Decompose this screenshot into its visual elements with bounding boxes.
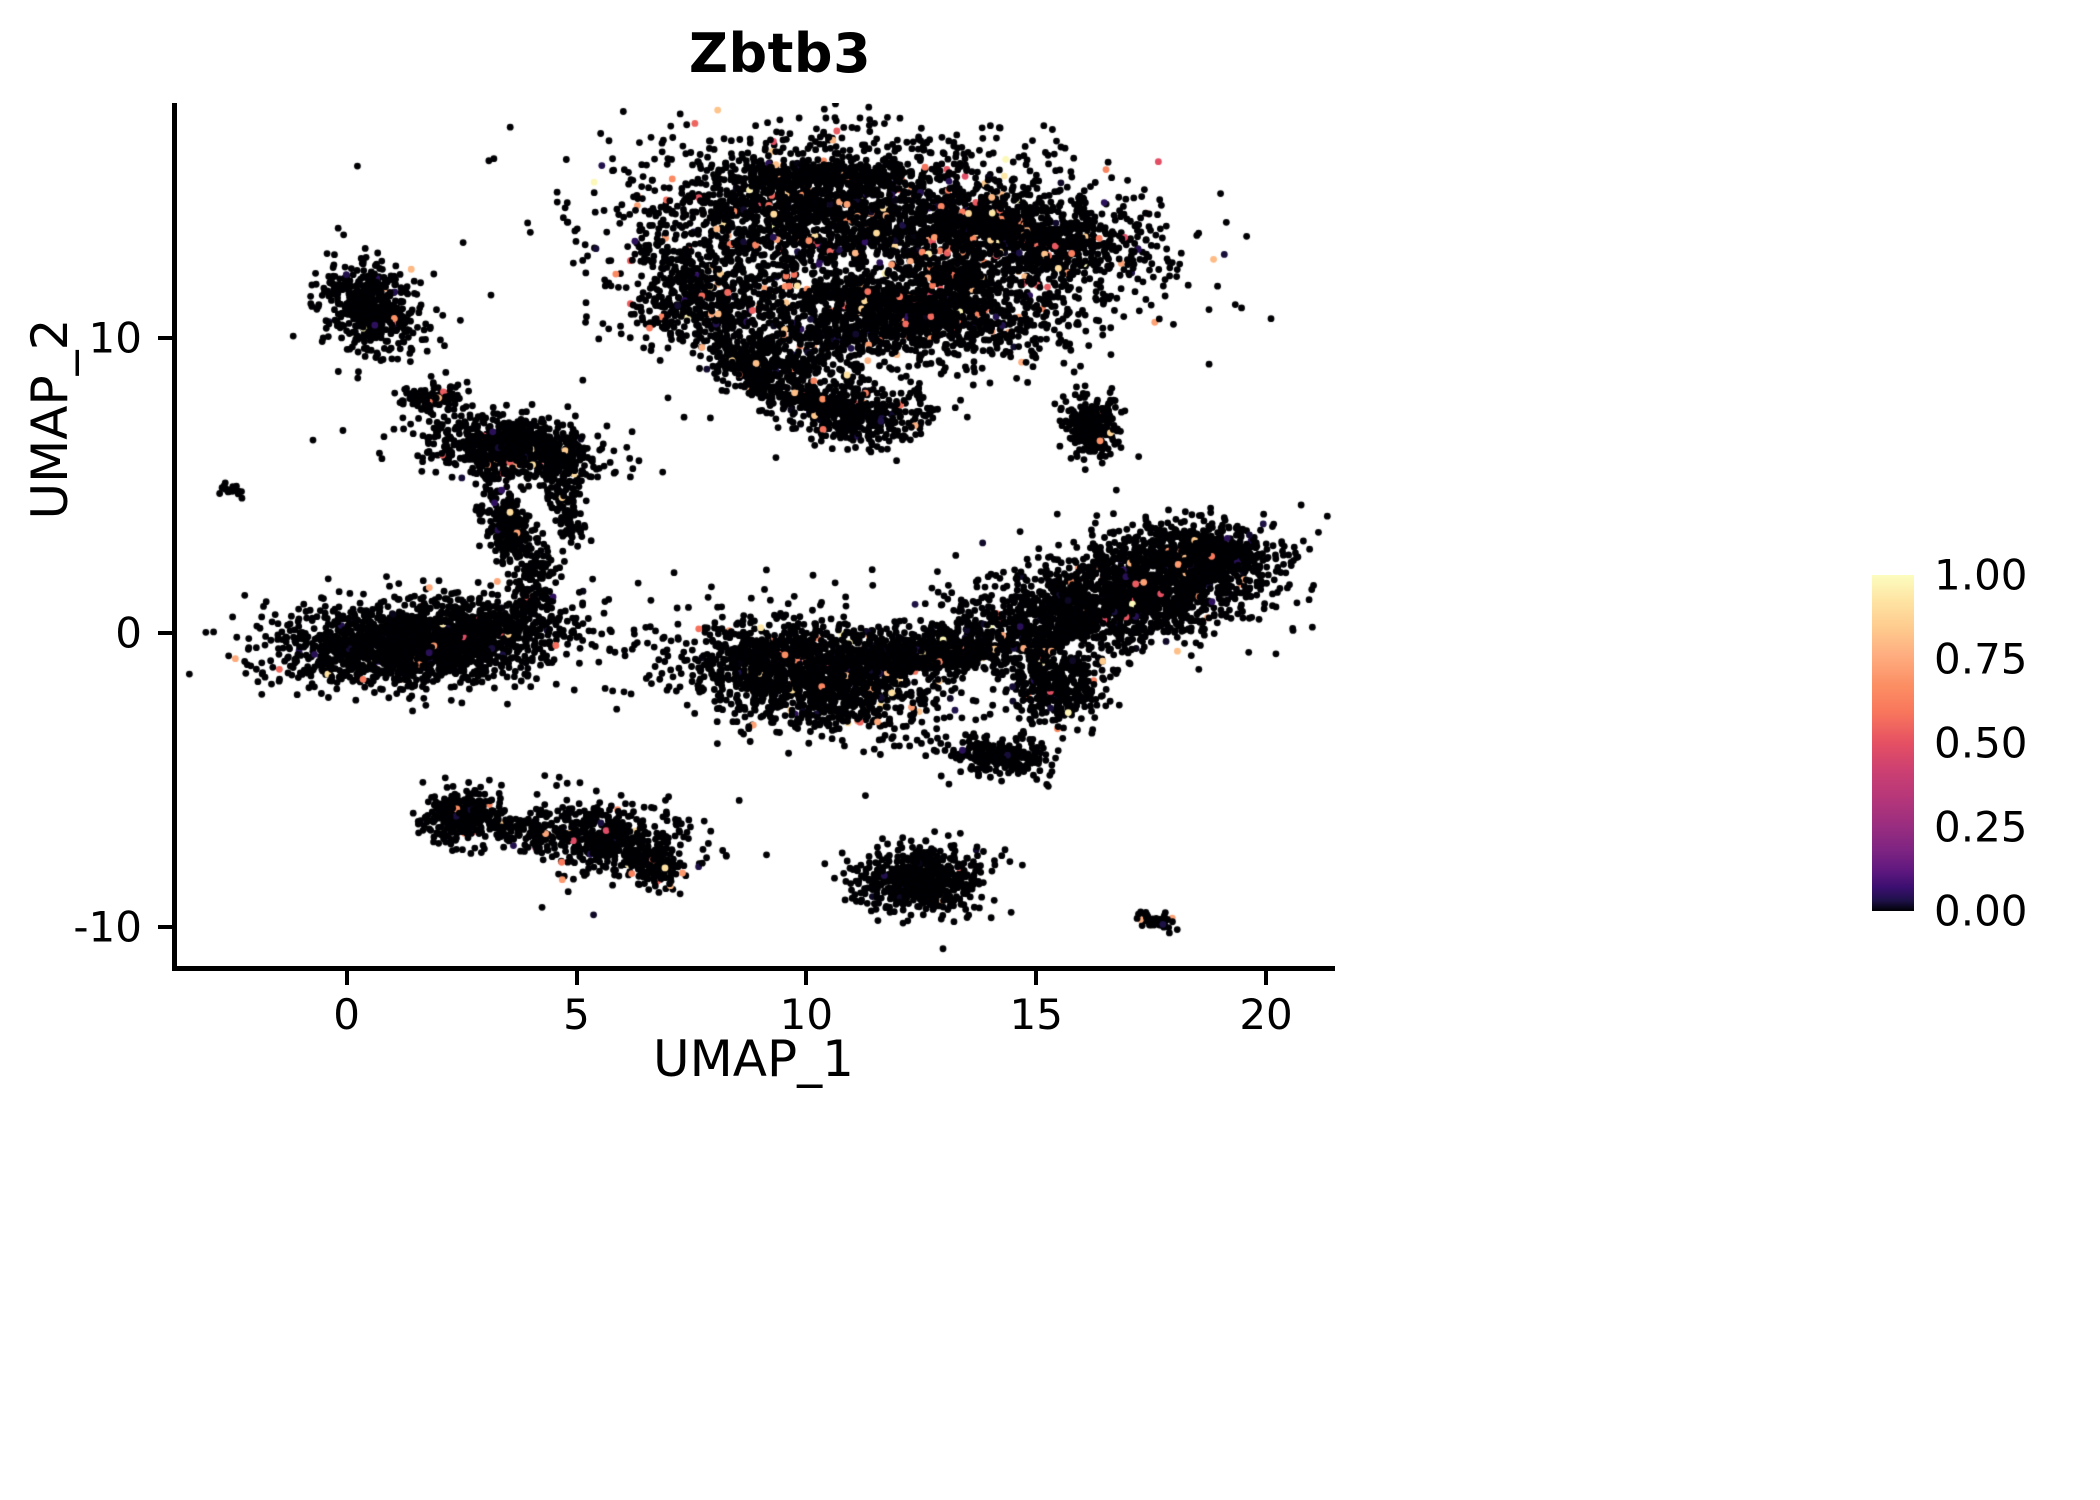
colorbar-tick-mark xyxy=(1860,575,1872,578)
colorbar-tick-label: 1.00 xyxy=(1934,550,2028,600)
x-tick-mark xyxy=(804,971,809,985)
y-axis-label: UMAP_2 xyxy=(21,318,79,520)
y-tick-mark xyxy=(158,630,172,635)
x-tick-label: 5 xyxy=(563,990,590,1039)
colorbar-tick-label: 0.50 xyxy=(1934,718,2028,768)
x-tick-label: 15 xyxy=(1009,990,1063,1039)
y-tick-label: 10 xyxy=(88,313,142,363)
colorbar-tick-mark xyxy=(1860,742,1872,745)
x-tick-mark xyxy=(574,971,579,985)
scatter-points-canvas xyxy=(177,103,1335,966)
x-tick-mark xyxy=(1264,971,1269,985)
x-tick-label: 20 xyxy=(1239,990,1293,1039)
colorbar-tick-mark xyxy=(1860,658,1872,661)
x-tick-label: 0 xyxy=(333,990,361,1039)
colorbar-tick-mark xyxy=(1860,826,1872,829)
x-tick-mark xyxy=(344,971,349,985)
colorbar-tick-label: 0.25 xyxy=(1934,802,2028,852)
colorbar-tick-label: 0.75 xyxy=(1934,634,2028,684)
x-axis-label: UMAP_1 xyxy=(653,1030,854,1088)
x-tick-mark xyxy=(1034,971,1039,985)
colorbar-tick-mark xyxy=(1860,908,1872,911)
y-axis-spine xyxy=(172,103,177,971)
y-tick-mark xyxy=(158,924,172,929)
y-tick-label: -10 xyxy=(73,902,142,952)
x-tick-label: 10 xyxy=(779,990,834,1039)
y-tick-label: 0 xyxy=(115,608,142,658)
colorbar-tick-label: 0.00 xyxy=(1934,886,2028,936)
y-tick-mark xyxy=(158,336,172,341)
x-axis-spine xyxy=(172,966,1335,971)
page-title: Zbtb3 xyxy=(688,22,872,85)
colorbar-gradient xyxy=(1872,575,1914,911)
